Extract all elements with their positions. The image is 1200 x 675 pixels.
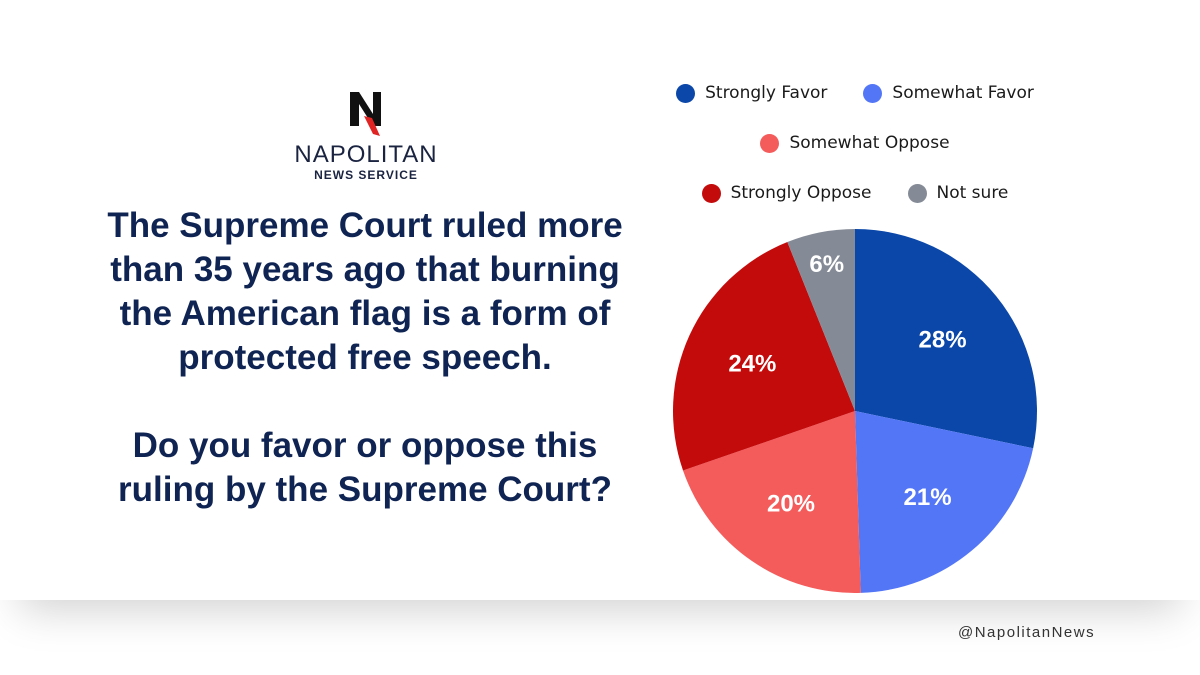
- slice-strongly-favor: [855, 229, 1037, 449]
- slice-value-label: 24%: [728, 351, 776, 378]
- legend-swatch: [760, 133, 780, 153]
- brand-subtitle: NEWS SERVICE: [314, 168, 418, 182]
- poll-card: NAPOLITAN NEWS SERVICE The Supreme Court…: [95, 78, 1050, 593]
- legend-swatch: [701, 183, 721, 203]
- napolitan-logo: NAPOLITAN NEWS SERVICE: [290, 88, 442, 182]
- legend-row: Strongly Oppose Not sure: [660, 178, 1050, 208]
- legend-swatch: [676, 83, 696, 103]
- poll-question: The Supreme Court ruled more than 35 yea…: [95, 204, 635, 512]
- slice-value-label: 28%: [919, 326, 967, 353]
- pie-chart: 28% 21% 20% 24% 6%: [673, 229, 1037, 593]
- slice-strongly-oppose: [673, 242, 855, 471]
- legend-row: Strongly Favor Somewhat Favor: [660, 78, 1050, 108]
- legend-label: Somewhat Favor: [892, 83, 1034, 103]
- slice-value-label: 20%: [767, 490, 815, 517]
- chart-legend: Strongly Favor Somewhat Favor Somewhat O…: [660, 78, 1050, 228]
- legend-item-not-sure: Not sure: [907, 183, 1009, 203]
- legend-label: Not sure: [936, 183, 1009, 203]
- slice-value-label: 21%: [904, 484, 952, 511]
- legend-label: Strongly Favor: [705, 83, 828, 103]
- social-handle: @NapolitanNews: [958, 624, 1096, 641]
- legend-item-somewhat-oppose: Somewhat Oppose: [760, 133, 950, 153]
- slice-not-sure: [787, 229, 855, 411]
- slice-somewhat-oppose: [683, 411, 861, 593]
- question-statement: The Supreme Court ruled more than 35 yea…: [107, 206, 623, 377]
- legend-item-strongly-oppose: Strongly Oppose: [701, 183, 872, 203]
- legend-item-somewhat-favor: Somewhat Favor: [863, 83, 1034, 103]
- legend-item-strongly-favor: Strongly Favor: [676, 83, 827, 103]
- legend-swatch: [863, 83, 883, 103]
- slice-somewhat-favor: [855, 411, 1034, 593]
- brand-name: NAPOLITAN: [294, 141, 438, 168]
- question-prompt: Do you favor or oppose this ruling by th…: [118, 426, 612, 509]
- legend-label: Somewhat Oppose: [789, 133, 950, 153]
- slice-value-label: 6%: [809, 251, 844, 278]
- legend-swatch: [907, 183, 927, 203]
- napolitan-n-logo-icon: [350, 92, 381, 136]
- legend-label: Strongly Oppose: [730, 183, 872, 203]
- legend-row: Somewhat Oppose: [660, 128, 1050, 158]
